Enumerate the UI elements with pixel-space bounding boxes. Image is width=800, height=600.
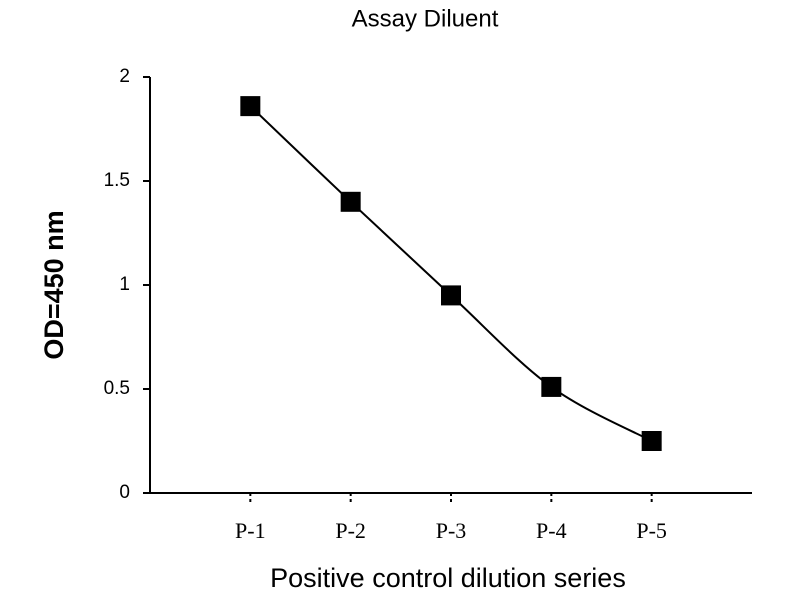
x-tick-label: P-1	[235, 518, 266, 543]
chart-title: Assay Diluent	[352, 5, 499, 32]
y-tick-label: 0.5	[104, 378, 130, 399]
x-tick-label: P-5	[636, 518, 667, 543]
y-tick-label: 1.5	[104, 170, 130, 191]
x-tick-label: P-3	[436, 518, 467, 543]
x-tick-label: P-4	[536, 518, 567, 543]
marker	[641, 431, 662, 451]
marker	[441, 285, 461, 306]
line	[249, 105, 653, 442]
y-axis-label: OD=450 nm	[39, 210, 69, 359]
x-axis-label: Positive control dilution series	[270, 563, 626, 593]
marker	[240, 96, 261, 117]
marker	[541, 376, 562, 397]
x-tick-label: P-2	[335, 518, 366, 543]
y-tick-label: 2	[119, 66, 130, 87]
y-tick-label: 1	[119, 274, 130, 295]
marker	[340, 191, 361, 212]
y-tick-label: 0	[119, 482, 130, 503]
